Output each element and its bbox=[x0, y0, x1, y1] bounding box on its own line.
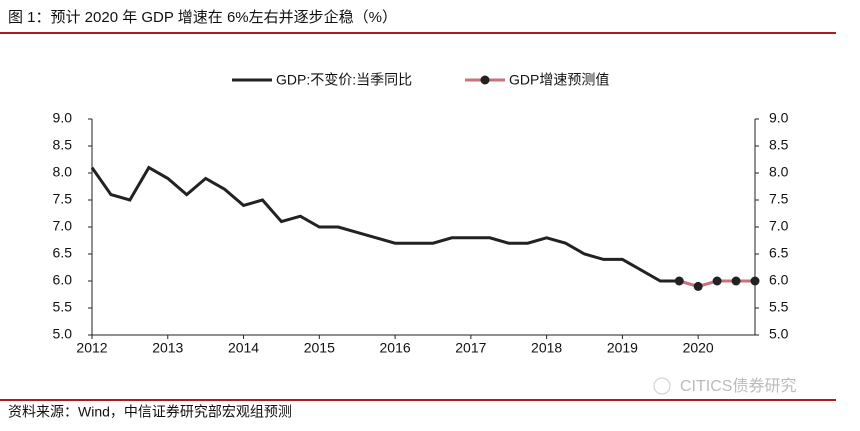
y-tick-label: 5.0 bbox=[53, 326, 73, 342]
x-tick-label: 2018 bbox=[531, 340, 562, 356]
y2-tick-label: 7.5 bbox=[769, 191, 789, 207]
x-tick-label: 2013 bbox=[152, 340, 183, 356]
y-tick-label: 6.0 bbox=[53, 272, 73, 288]
y-tick-label: 9.0 bbox=[53, 110, 73, 126]
y-tick-label: 8.0 bbox=[53, 164, 73, 180]
title: 图 1：预计 2020 年 GDP 增速在 6%左右并逐步企稳（%） bbox=[8, 8, 397, 26]
y2-tick-label: 8.0 bbox=[769, 164, 789, 180]
y-tick-label: 6.5 bbox=[53, 245, 73, 261]
marker bbox=[712, 276, 722, 286]
y2-tick-label: 7.0 bbox=[769, 218, 789, 234]
y2-tick-label: 9.0 bbox=[769, 110, 789, 126]
y2-tick-label: 5.0 bbox=[769, 326, 789, 342]
x-tick-label: 2016 bbox=[380, 340, 411, 356]
marker bbox=[731, 276, 741, 286]
y2-tick-label: 6.0 bbox=[769, 272, 789, 288]
y-tick-label: 7.5 bbox=[53, 191, 73, 207]
legend-marker bbox=[480, 75, 490, 85]
marker bbox=[693, 281, 703, 291]
marker bbox=[750, 276, 760, 286]
y2-tick-label: 8.5 bbox=[769, 137, 789, 153]
watermark-icon bbox=[653, 377, 671, 395]
y-tick-label: 8.5 bbox=[53, 137, 73, 153]
x-tick-label: 2014 bbox=[228, 340, 259, 356]
y2-tick-label: 6.5 bbox=[769, 245, 789, 261]
legend-label: GDP增速预测值 bbox=[509, 72, 609, 88]
legend-label: GDP:不变价:当季同比 bbox=[276, 72, 412, 88]
x-tick-label: 2012 bbox=[76, 340, 107, 356]
x-tick-label: 2020 bbox=[683, 340, 714, 356]
y-tick-label: 7.0 bbox=[53, 218, 73, 234]
x-tick-label: 2015 bbox=[304, 340, 335, 356]
y-tick-label: 5.5 bbox=[53, 299, 73, 315]
source: 资料来源：Wind，中信证券研究部宏观组预测 bbox=[8, 404, 292, 420]
series-line bbox=[90, 165, 680, 283]
marker bbox=[674, 276, 684, 286]
y2-tick-label: 5.5 bbox=[769, 299, 789, 315]
watermark: CITICS债券研究 bbox=[680, 377, 796, 395]
x-tick-label: 2019 bbox=[607, 340, 638, 356]
x-tick-label: 2017 bbox=[455, 340, 486, 356]
